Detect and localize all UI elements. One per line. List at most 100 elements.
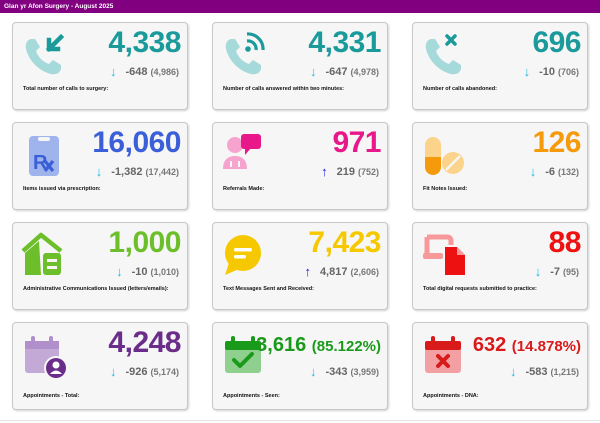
kpi-label: Text Messages Sent and Received: [223, 286, 314, 292]
kpi-card-fit-notes: 126 ↓ -6 (132) Fit Notes Issued: [412, 122, 588, 210]
page-title: Glan yr Afon Surgery - August 2025 [4, 3, 114, 10]
change-value: -647 [325, 65, 348, 78]
arrow-down-icon: ↓ [109, 364, 117, 379]
kpi-percent: (85.122%) [311, 338, 381, 355]
kpi-card-admin-comms: 1,000 ↓ -10 (1,010) Administrative Commu… [12, 222, 188, 310]
phone-ringing-icon [225, 32, 265, 75]
previous-value: (752) [357, 166, 379, 177]
prescription-icon: R [29, 136, 59, 176]
kpi-label: Total number of calls to surgery: [23, 86, 109, 92]
referral-icon [223, 134, 261, 169]
kpi-label: Appointments - Seen: [223, 393, 280, 399]
change-value: -583 [525, 365, 548, 378]
kpi-label: Appointments - DNA: [423, 393, 479, 399]
change-value: -343 [325, 365, 348, 378]
previous-value: (1,215) [550, 366, 579, 377]
kpi-value: 632 (14.878%) [473, 332, 581, 360]
change-value: 4,817 [319, 265, 348, 278]
calendar-check-icon [225, 336, 261, 373]
phone-incoming-icon [25, 33, 65, 75]
kpi-percent: (14.878%) [511, 338, 581, 355]
kpi-card-appointments-seen: 3,616 (85.122%) ↓ -343 (3,959) Appointme… [212, 322, 388, 410]
kpi-change: ↑ 219 (752) [321, 164, 379, 179]
calendar-user-icon [25, 336, 68, 379]
change-value: -10 [131, 265, 148, 278]
kpi-change: ↓ -10 (1,010) [116, 264, 179, 279]
kpi-card-calls-answered: 4,331 ↓ -647 (4,978) Number of calls ans… [212, 22, 388, 110]
kpi-number: 3,616 [256, 334, 307, 356]
kpi-card-calls-abandoned: 696 ↓ -10 (706) Number of calls abandone… [412, 22, 588, 110]
kpi-value: 88 [548, 226, 582, 259]
previous-value: (2,606) [350, 266, 379, 277]
kpi-value: 1,000 [108, 226, 181, 259]
previous-value: (17,442) [145, 166, 179, 177]
kpi-change: ↓ -648 (4,986) [110, 64, 179, 79]
kpi-value: 126 [532, 126, 581, 159]
arrow-down-icon: ↓ [309, 364, 317, 379]
arrow-down-icon: ↓ [116, 264, 123, 279]
kpi-change: ↓ -6 (132) [530, 164, 579, 179]
change-value: -6 [545, 165, 555, 178]
kpi-value: 4,338 [108, 26, 181, 59]
arrow-down-icon: ↓ [109, 64, 117, 79]
change-value: -10 [539, 65, 555, 78]
kpi-number: 632 [472, 334, 507, 356]
previous-value: (1,010) [150, 266, 179, 277]
kpi-label: Administrative Communications Issued (le… [23, 286, 169, 292]
kpi-label: Total digital requests submitted to prac… [423, 286, 537, 292]
change-value: -7 [550, 265, 560, 278]
previous-value: (3,959) [350, 366, 379, 377]
phone-missed-icon [425, 34, 461, 75]
change-value: -926 [125, 365, 148, 378]
kpi-value: 971 [332, 126, 381, 159]
arrow-down-icon: ↓ [509, 364, 517, 379]
kpi-change: ↓ -647 (4,978) [310, 64, 379, 79]
arrow-up-icon: ↑ [321, 164, 328, 179]
previous-value: (132) [557, 166, 579, 177]
calendar-x-icon [425, 336, 461, 373]
kpi-card-referrals: 971 ↑ 219 (752) Referrals Made: [212, 122, 388, 210]
kpi-value: 696 [532, 26, 581, 59]
kpi-label: Appointments - Total: [23, 393, 80, 399]
kpi-card-text-messages: 7,423 ↑ 4,817 (2,606) Text Messages Sent… [212, 222, 388, 310]
kpi-value: 3,616 (85.122%) [256, 332, 381, 360]
kpi-change: ↓ -7 (95) [535, 264, 579, 279]
change-value: -648 [125, 65, 148, 78]
kpi-label: Fit Notes Issued: [423, 186, 468, 192]
chat-bubble-icon [225, 235, 261, 275]
kpi-change: ↓ -926 (5,174) [110, 364, 179, 379]
kpi-label: Items issued via prescription: [23, 186, 101, 192]
arrow-down-icon: ↓ [529, 164, 537, 179]
previous-value: (4,978) [350, 66, 379, 77]
arrow-down-icon: ↓ [95, 164, 103, 179]
previous-value: (706) [557, 66, 579, 77]
divider [0, 420, 600, 421]
kpi-card-total-calls: 4,338 ↓ -648 (4,986) Total number of cal… [12, 22, 188, 110]
kpi-change: ↑ 4,817 (2,606) [304, 264, 379, 279]
kpi-card-digital-requests: 88 ↓ -7 (95) Total digital requests subm… [412, 222, 588, 310]
kpi-card-appointments-total: 4,248 ↓ -926 (5,174) Appointments - Tota… [12, 322, 188, 410]
change-value: -1,382 [111, 165, 143, 178]
arrow-down-icon: ↓ [534, 264, 542, 279]
kpi-value: 16,060 [92, 126, 181, 159]
kpi-value: 4,248 [108, 326, 181, 359]
previous-value: (4,986) [150, 66, 179, 77]
previous-value: (5,174) [150, 366, 179, 377]
kpi-value: 4,331 [308, 26, 381, 59]
kpi-change: ↓ -1,382 (17,442) [96, 164, 179, 179]
kpi-change: ↓ -10 (706) [524, 64, 579, 79]
change-value: 219 [336, 165, 355, 178]
page-header: Glan yr Afon Surgery - August 2025 [0, 0, 600, 13]
kpi-change: ↓ -583 (1,215) [510, 364, 579, 379]
kpi-card-prescriptions: R 16,060 ↓ -1,382 (17,442) Items issued … [12, 122, 188, 210]
kpi-label: Number of calls abandoned: [423, 86, 497, 92]
mailbox-icon [21, 232, 63, 275]
arrow-down-icon: ↓ [309, 64, 317, 79]
digital-request-icon [423, 234, 465, 275]
pills-icon [425, 137, 464, 175]
previous-value: (95) [562, 266, 579, 277]
arrow-down-icon: ↓ [523, 64, 531, 79]
kpi-label: Number of calls answered within two minu… [223, 86, 345, 92]
kpi-label: Referrals Made: [223, 186, 265, 192]
arrow-up-icon: ↑ [304, 264, 311, 279]
